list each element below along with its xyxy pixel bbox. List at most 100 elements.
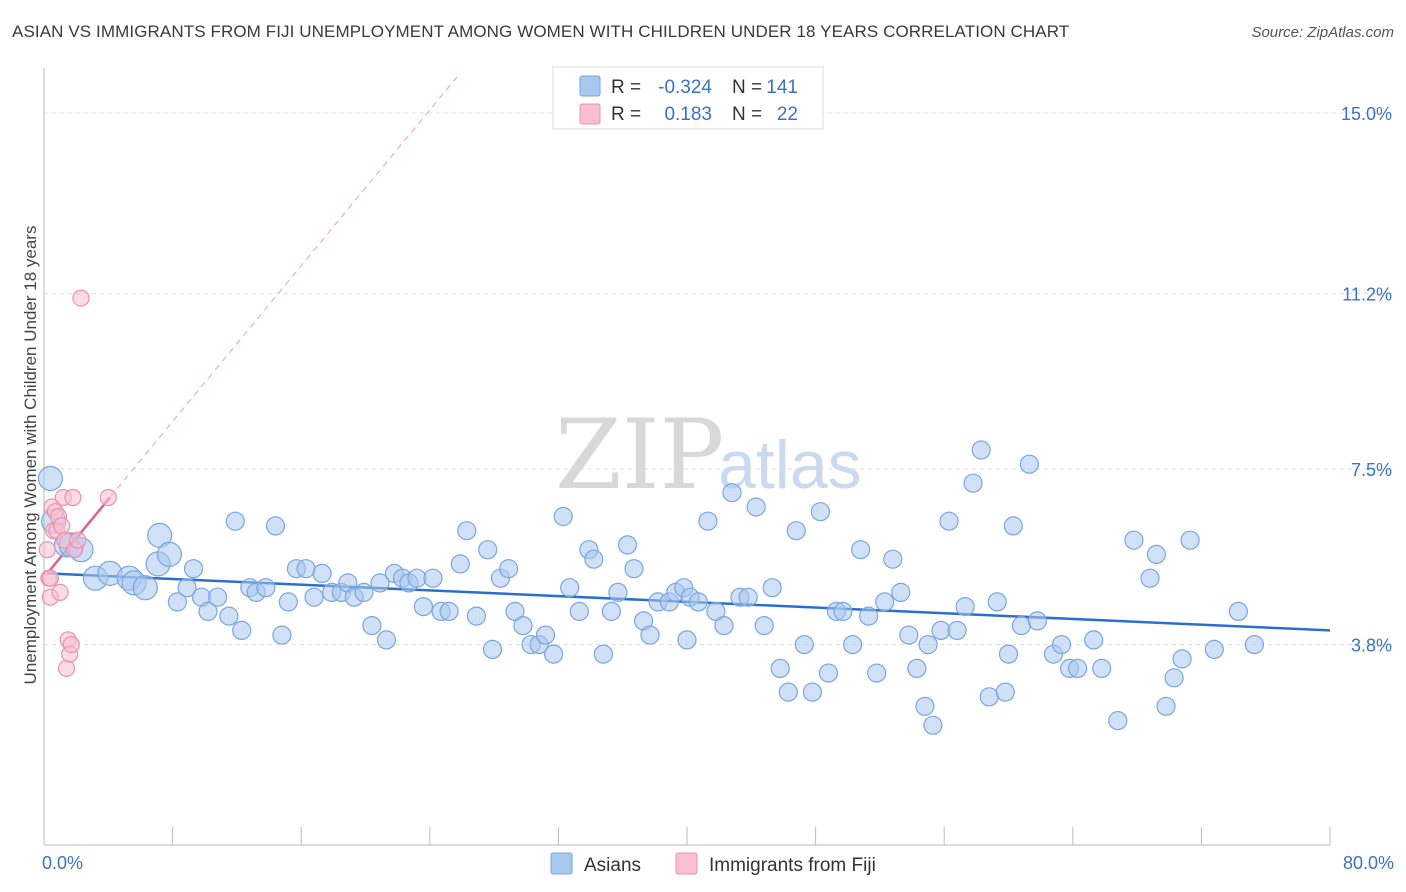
asians-point — [543, 644, 564, 664]
asians-point — [738, 587, 758, 607]
asians-point — [867, 663, 887, 683]
asians-point — [513, 615, 533, 636]
asians-point — [225, 511, 245, 531]
asians-point — [256, 578, 276, 598]
asians-point — [963, 473, 983, 493]
asians-point — [1146, 544, 1167, 565]
asians-point — [778, 682, 798, 702]
asians-point — [362, 615, 382, 636]
asians-point — [915, 696, 935, 716]
asians-point — [899, 625, 919, 645]
y-tick-labels: 3.8% 7.5% 11.2% 15.0% — [1341, 104, 1392, 656]
asians-point — [1108, 710, 1128, 731]
asians-point — [499, 559, 519, 579]
asians-point — [156, 541, 182, 568]
legend-fiji-label: Immigrants from Fiji — [709, 855, 876, 876]
asians-point — [918, 634, 938, 655]
asians-point — [979, 687, 999, 707]
fiji-r-label: R = — [611, 104, 641, 125]
legend: Asians Immigrants from Fiji — [550, 852, 876, 876]
fiji-n-label: N = — [732, 104, 762, 125]
asians-point — [265, 516, 286, 536]
fiji-n-value: 22 — [777, 104, 798, 125]
fiji-point — [72, 289, 90, 307]
asians-point — [167, 592, 187, 612]
asians-n-value: 141 — [766, 77, 798, 98]
watermark-zip: ZIP — [555, 399, 724, 511]
asians-point — [818, 663, 839, 683]
asians-point — [706, 601, 726, 622]
asians-point — [1180, 530, 1200, 550]
asians-point — [304, 587, 324, 607]
asians-point — [688, 592, 708, 612]
asians-point — [802, 682, 823, 702]
asians-point — [1228, 601, 1249, 622]
asians-point — [1164, 668, 1184, 688]
chart-source: Source: ZipAtlas.com — [1251, 24, 1394, 41]
asians-point — [1067, 658, 1088, 679]
series-asians — [37, 440, 1265, 735]
asians-point — [177, 578, 197, 598]
y-tick-label: 15.0% — [1341, 104, 1392, 124]
asians-point — [1003, 516, 1023, 536]
asians-point — [640, 625, 660, 645]
fiji-point — [38, 541, 56, 559]
y-tick-label: 7.5% — [1351, 460, 1392, 480]
asians-point — [1204, 639, 1224, 660]
asians-point — [1156, 696, 1176, 716]
asians-point — [998, 644, 1019, 664]
asians-point — [875, 592, 895, 612]
asians-n-label: N = — [732, 77, 762, 98]
fiji-point — [69, 531, 87, 549]
asians-point — [987, 592, 1007, 612]
asians-point — [482, 639, 503, 660]
asians-point — [770, 658, 790, 679]
asians-point — [1019, 454, 1040, 474]
asians-point — [947, 620, 967, 641]
asians-point — [677, 630, 697, 650]
asians-point — [939, 511, 959, 531]
asians-point — [746, 497, 766, 517]
asians-point — [1172, 649, 1192, 669]
axes — [43, 68, 1331, 846]
fiji-r-value: 0.183 — [664, 104, 712, 125]
asians-point — [971, 440, 991, 460]
fiji-point — [62, 635, 80, 654]
asians-point — [850, 540, 871, 560]
asians-point — [617, 535, 638, 555]
asians-point — [754, 615, 774, 636]
asians-point — [794, 634, 814, 655]
asians-point — [278, 592, 298, 612]
asians-point — [1011, 615, 1032, 636]
fiji-swatch — [579, 103, 601, 125]
asians-point — [714, 615, 734, 636]
asians-point — [923, 715, 943, 735]
watermark-atlas: atlas — [718, 427, 862, 503]
asians-point — [810, 502, 831, 522]
asians-point — [891, 582, 911, 603]
asians-point — [219, 606, 239, 626]
asians-point — [624, 559, 644, 579]
asians-point — [272, 625, 292, 645]
asians-point — [370, 573, 390, 593]
asians-point — [439, 601, 459, 622]
fiji-point — [41, 569, 60, 587]
asians-point — [842, 634, 863, 655]
asians-point — [955, 596, 975, 617]
x-tick-labels: 0.0% 80.0% — [42, 853, 1394, 873]
asians-point — [1244, 634, 1265, 655]
asians-point — [478, 540, 498, 560]
asians-point — [569, 601, 589, 622]
gridlines — [44, 112, 1392, 646]
asians-point — [354, 582, 374, 603]
legend-asians-label: Asians — [584, 855, 641, 876]
asians-point — [833, 601, 853, 622]
asians-point — [584, 549, 604, 569]
asians-point — [601, 601, 622, 622]
asians-point — [931, 620, 951, 641]
asians-point — [907, 658, 927, 679]
fiji-trend-extension — [46, 74, 460, 574]
asians-point — [995, 682, 1015, 702]
asians-point — [858, 606, 879, 626]
